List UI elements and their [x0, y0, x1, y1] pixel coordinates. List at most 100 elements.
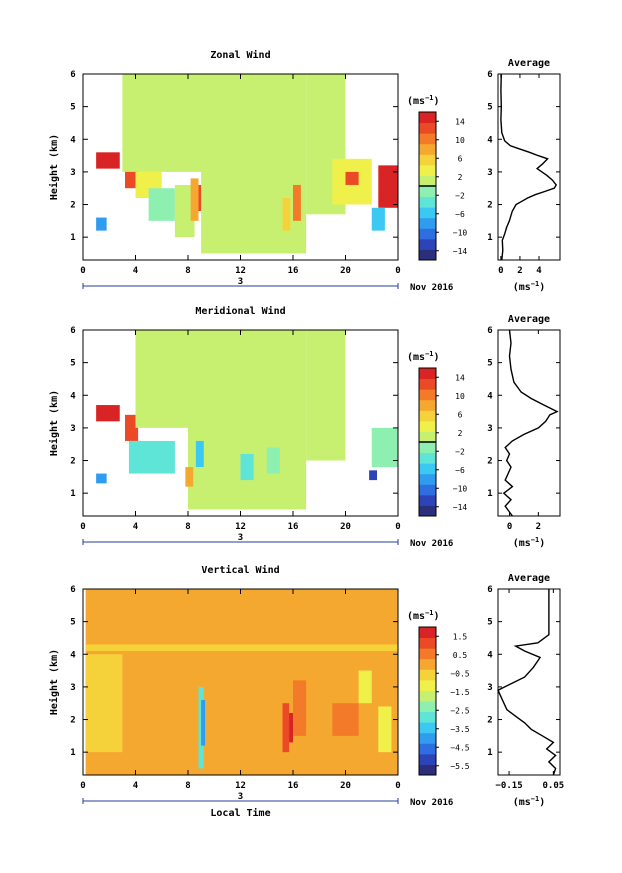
profile-x-tick-label: 2 — [517, 266, 522, 276]
profile-y-tick-label: 1 — [487, 489, 492, 499]
average-profile: Average 1 2 3 4 5 6 0 2 4 (ms−1) — [487, 58, 561, 293]
profile-y-tick-label: 6 — [487, 326, 492, 336]
colorbar: 14 10 6 2 −2 −6 −10 −14 (ms−1) — [407, 94, 467, 261]
colorbar-swatch — [419, 399, 436, 411]
colorbar-swatch — [419, 648, 436, 660]
heatmap-cell — [96, 217, 107, 231]
profile-line — [500, 73, 558, 261]
colorbar-swatch — [419, 249, 436, 261]
x-tick-label: 16 — [288, 781, 299, 791]
colorbar-swatch — [419, 452, 436, 464]
y-tick-label: 2 — [70, 201, 75, 211]
profile-y-tick-label: 5 — [487, 618, 492, 628]
heatmap-cell — [96, 405, 120, 422]
colorbar-tick-label: 14 — [455, 373, 465, 382]
colorbar-swatch — [419, 690, 436, 702]
profile-y-tick-label: 2 — [487, 201, 492, 211]
x-tick-label: 20 — [340, 522, 351, 532]
panel-title: Meridional Wind — [195, 305, 285, 317]
y-tick-label: 1 — [70, 748, 75, 758]
colorbar-swatch — [419, 207, 436, 219]
profile-y-tick-label: 3 — [487, 168, 492, 178]
heatmap-cell — [371, 427, 398, 468]
x-tick-label: 12 — [235, 522, 246, 532]
heatmap-cell — [96, 473, 107, 484]
heatmap-cell — [289, 713, 293, 743]
profile-y-tick-label: 3 — [487, 683, 492, 693]
x-axis-label: Local Time — [210, 807, 270, 819]
heatmap-cell — [345, 171, 359, 185]
y-tick-label: 5 — [70, 103, 75, 113]
heatmap-cell — [358, 670, 372, 704]
heatmap-cell — [266, 447, 280, 474]
colorbar-tick-label: 10 — [455, 392, 465, 401]
date-label: Nov 2016 — [410, 283, 453, 293]
y-tick-label: 5 — [70, 359, 75, 369]
profile-x-tick-label: 4 — [536, 266, 542, 276]
colorbar-swatch — [419, 228, 436, 240]
date-day-label: 3 — [238, 277, 243, 287]
colorbar-tick-label: 2 — [458, 173, 463, 182]
colorbar-swatch — [419, 143, 436, 155]
x-tick-label: 0 — [395, 522, 400, 532]
y-tick-label: 3 — [70, 424, 75, 434]
y-tick-label: 4 — [70, 135, 76, 145]
colorbar-swatch — [419, 154, 436, 166]
colorbar-tick-label: −2 — [455, 191, 465, 200]
profile-title: Average — [508, 573, 550, 584]
y-tick-label: 4 — [70, 391, 76, 401]
colorbar-tick-label: −5.5 — [450, 762, 469, 771]
heatmap-cell — [293, 680, 307, 736]
average-profile: Average 1 2 3 4 5 6 0 2 (ms−1) — [487, 314, 561, 549]
x-tick-label: 20 — [340, 781, 351, 791]
colorbar-unit-label: (ms−1) — [407, 350, 440, 363]
heatmap-cell — [306, 330, 346, 461]
profile-y-tick-label: 5 — [487, 103, 492, 113]
colorbar-swatch — [419, 442, 436, 454]
colorbar-swatch — [419, 637, 436, 649]
colorbar-unit-label: (ms−1) — [407, 609, 440, 622]
y-axis-label: Height (km) — [48, 134, 60, 200]
colorbar-swatch — [419, 711, 436, 723]
y-tick-label: 6 — [70, 70, 75, 80]
profile-frame — [497, 329, 561, 517]
colorbar-swatch — [419, 112, 436, 124]
colorbar-tick-label: −3.5 — [450, 725, 469, 734]
profile-y-tick-label: 1 — [487, 748, 492, 758]
panel-title: Zonal Wind — [210, 49, 270, 61]
x-tick-label: 0 — [80, 266, 85, 276]
colorbar: 1.5 0.5 −0.5 −1.5 −2.5 −3.5 −4.5 −5.5 (ms−1) — [407, 609, 470, 776]
y-tick-label: 5 — [70, 618, 75, 628]
y-tick-label: 4 — [70, 650, 76, 660]
colorbar-swatch — [419, 658, 436, 670]
profile-y-tick-label: 3 — [487, 424, 492, 434]
date-label: Nov 2016 — [410, 798, 453, 808]
colorbar-swatch — [419, 389, 436, 401]
heatmap-cell — [174, 184, 195, 238]
profile-title: Average — [508, 58, 550, 69]
heatmap-cell — [369, 470, 377, 481]
profile-line — [497, 589, 557, 776]
colorbar-tick-label: 2 — [458, 429, 463, 438]
heatmap-cell — [125, 414, 139, 441]
colorbar-swatch — [419, 133, 436, 145]
profile-x-tick-label: 0 — [498, 266, 503, 276]
colorbar-swatch — [419, 722, 436, 734]
heatmap-cell — [195, 440, 204, 468]
colorbar-swatch — [419, 679, 436, 691]
heatmap-cell — [148, 673, 202, 753]
colorbar-tick-label: −10 — [453, 228, 468, 237]
colorbar-swatch — [419, 164, 436, 176]
heatmap-cell — [85, 589, 398, 775]
y-tick-label: 3 — [70, 683, 75, 693]
heatmap-cell — [190, 178, 199, 221]
colorbar-tick-label: −10 — [453, 484, 468, 493]
y-tick-label: 6 — [70, 326, 75, 336]
heatmap-cell — [282, 198, 291, 231]
profile-x-tick-label: 0 — [507, 522, 512, 532]
profile-x-unit-label: (ms−1) — [513, 280, 546, 293]
heatmap-cell — [188, 330, 307, 510]
colorbar-tick-label: −6 — [455, 466, 465, 475]
colorbar-frame — [418, 626, 437, 776]
